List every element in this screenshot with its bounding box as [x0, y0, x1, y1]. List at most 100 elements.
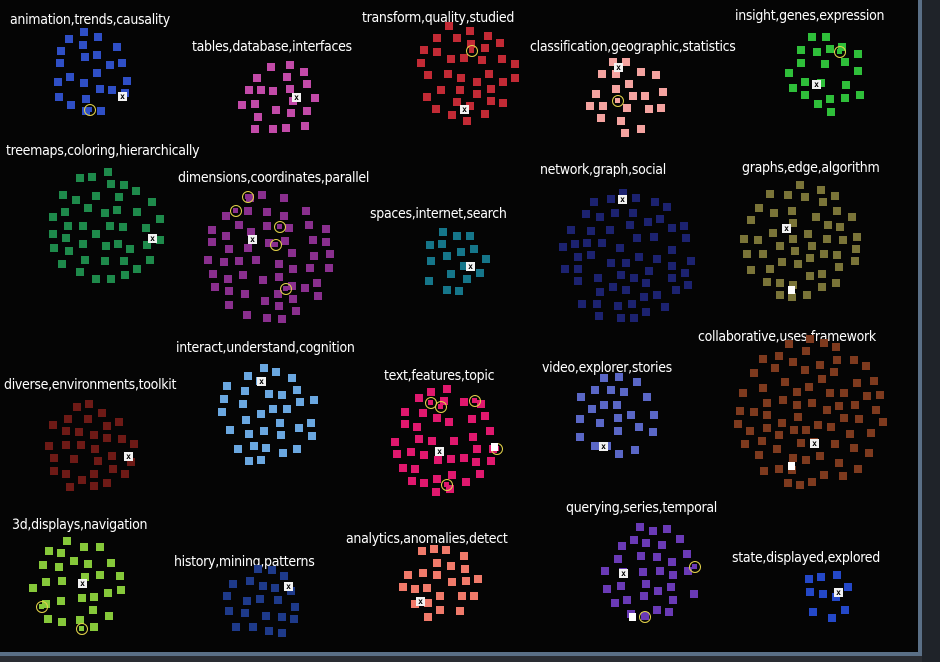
document-node[interactable]	[763, 411, 771, 419]
document-node[interactable]	[263, 314, 271, 322]
document-node[interactable]	[453, 34, 461, 42]
document-node[interactable]	[611, 599, 619, 607]
document-node[interactable]	[669, 596, 677, 604]
document-node[interactable]	[64, 415, 72, 423]
document-node[interactable]	[819, 198, 827, 206]
document-node[interactable]	[652, 71, 660, 79]
document-node[interactable]	[82, 95, 90, 103]
document-node[interactable]	[62, 441, 70, 449]
document-node[interactable]	[615, 450, 623, 458]
document-node[interactable]	[279, 449, 287, 457]
document-node[interactable]	[865, 449, 873, 457]
document-node[interactable]	[587, 227, 595, 235]
document-node[interactable]	[630, 314, 638, 322]
document-node[interactable]	[739, 389, 747, 397]
document-node[interactable]	[49, 213, 57, 221]
document-node[interactable]	[133, 265, 141, 273]
document-node[interactable]	[322, 225, 330, 233]
document-node[interactable]	[863, 392, 871, 400]
document-node[interactable]	[224, 275, 232, 283]
document-node[interactable]	[146, 256, 154, 264]
document-node[interactable]	[818, 270, 826, 278]
document-node[interactable]	[499, 78, 507, 86]
document-node[interactable]	[436, 606, 444, 614]
document-node[interactable]	[29, 584, 37, 592]
document-node[interactable]	[808, 242, 816, 250]
document-node[interactable]	[776, 279, 784, 287]
document-node[interactable]	[771, 364, 779, 372]
document-node[interactable]	[740, 235, 748, 243]
document-node[interactable]	[442, 546, 450, 554]
document-node[interactable]	[62, 427, 70, 435]
document-node[interactable]	[613, 401, 621, 409]
document-node[interactable]	[102, 242, 110, 250]
document-node[interactable]	[243, 597, 251, 605]
document-node[interactable]	[600, 401, 608, 409]
document-node[interactable]	[842, 81, 850, 89]
document-node[interactable]	[70, 455, 78, 463]
document-node[interactable]	[204, 256, 212, 264]
document-node[interactable]	[439, 228, 447, 236]
document-node[interactable]	[45, 547, 53, 555]
document-node[interactable]	[614, 427, 622, 435]
document-node[interactable]	[872, 406, 880, 414]
document-node[interactable]	[433, 571, 441, 579]
document-node[interactable]	[770, 209, 778, 217]
document-node[interactable]	[300, 68, 308, 76]
document-node[interactable]	[93, 51, 101, 59]
document-node[interactable]	[629, 92, 637, 100]
cluster-centroid-marker[interactable]: x	[416, 597, 425, 606]
document-node[interactable]	[325, 264, 333, 272]
document-node[interactable]	[96, 85, 104, 93]
cluster-label[interactable]: diverse,environments,toolkit	[4, 377, 177, 393]
document-node[interactable]	[283, 73, 291, 81]
document-node[interactable]	[759, 250, 767, 258]
document-node[interactable]	[287, 587, 295, 595]
document-node[interactable]	[668, 224, 676, 232]
document-node[interactable]	[582, 210, 590, 218]
document-node[interactable]	[84, 204, 92, 212]
document-node[interactable]	[653, 291, 661, 299]
document-node[interactable]	[854, 67, 862, 75]
document-node[interactable]	[788, 466, 796, 474]
document-node[interactable]	[447, 455, 455, 463]
document-node[interactable]	[614, 414, 622, 422]
document-node[interactable]	[106, 222, 114, 230]
document-node[interactable]	[420, 479, 428, 487]
document-node[interactable]	[801, 366, 809, 374]
document-node[interactable]	[268, 566, 276, 574]
document-node[interactable]	[434, 456, 442, 464]
document-node[interactable]	[743, 250, 751, 258]
document-node[interactable]	[654, 587, 662, 595]
document-node[interactable]	[833, 571, 841, 579]
document-node[interactable]	[259, 276, 267, 284]
document-node[interactable]	[280, 212, 288, 220]
document-node[interactable]	[836, 223, 844, 231]
document-node[interactable]	[107, 180, 115, 188]
document-node[interactable]	[640, 293, 648, 301]
document-node[interactable]	[827, 423, 835, 431]
document-node[interactable]	[840, 389, 848, 397]
document-node[interactable]	[773, 445, 781, 453]
cluster-centroid-marker[interactable]: x	[284, 582, 293, 591]
document-node[interactable]	[596, 419, 604, 427]
document-node[interactable]	[817, 573, 825, 581]
document-node[interactable]	[208, 226, 216, 234]
document-node[interactable]	[92, 275, 100, 283]
document-node[interactable]	[244, 372, 252, 380]
document-node[interactable]	[607, 259, 615, 267]
document-node[interactable]	[115, 418, 123, 426]
document-node[interactable]	[466, 27, 474, 35]
cluster-label[interactable]: transform,quality,studied	[362, 10, 515, 26]
document-node[interactable]	[805, 383, 813, 391]
document-node[interactable]	[473, 78, 481, 86]
document-node[interactable]	[103, 479, 111, 487]
document-node[interactable]	[310, 252, 318, 260]
document-node[interactable]	[58, 260, 66, 268]
document-node[interactable]	[126, 245, 134, 253]
document-node[interactable]	[681, 269, 689, 277]
document-node[interactable]	[763, 399, 771, 407]
document-node[interactable]	[269, 125, 277, 133]
document-node[interactable]	[432, 488, 440, 496]
document-node[interactable]	[252, 256, 260, 264]
